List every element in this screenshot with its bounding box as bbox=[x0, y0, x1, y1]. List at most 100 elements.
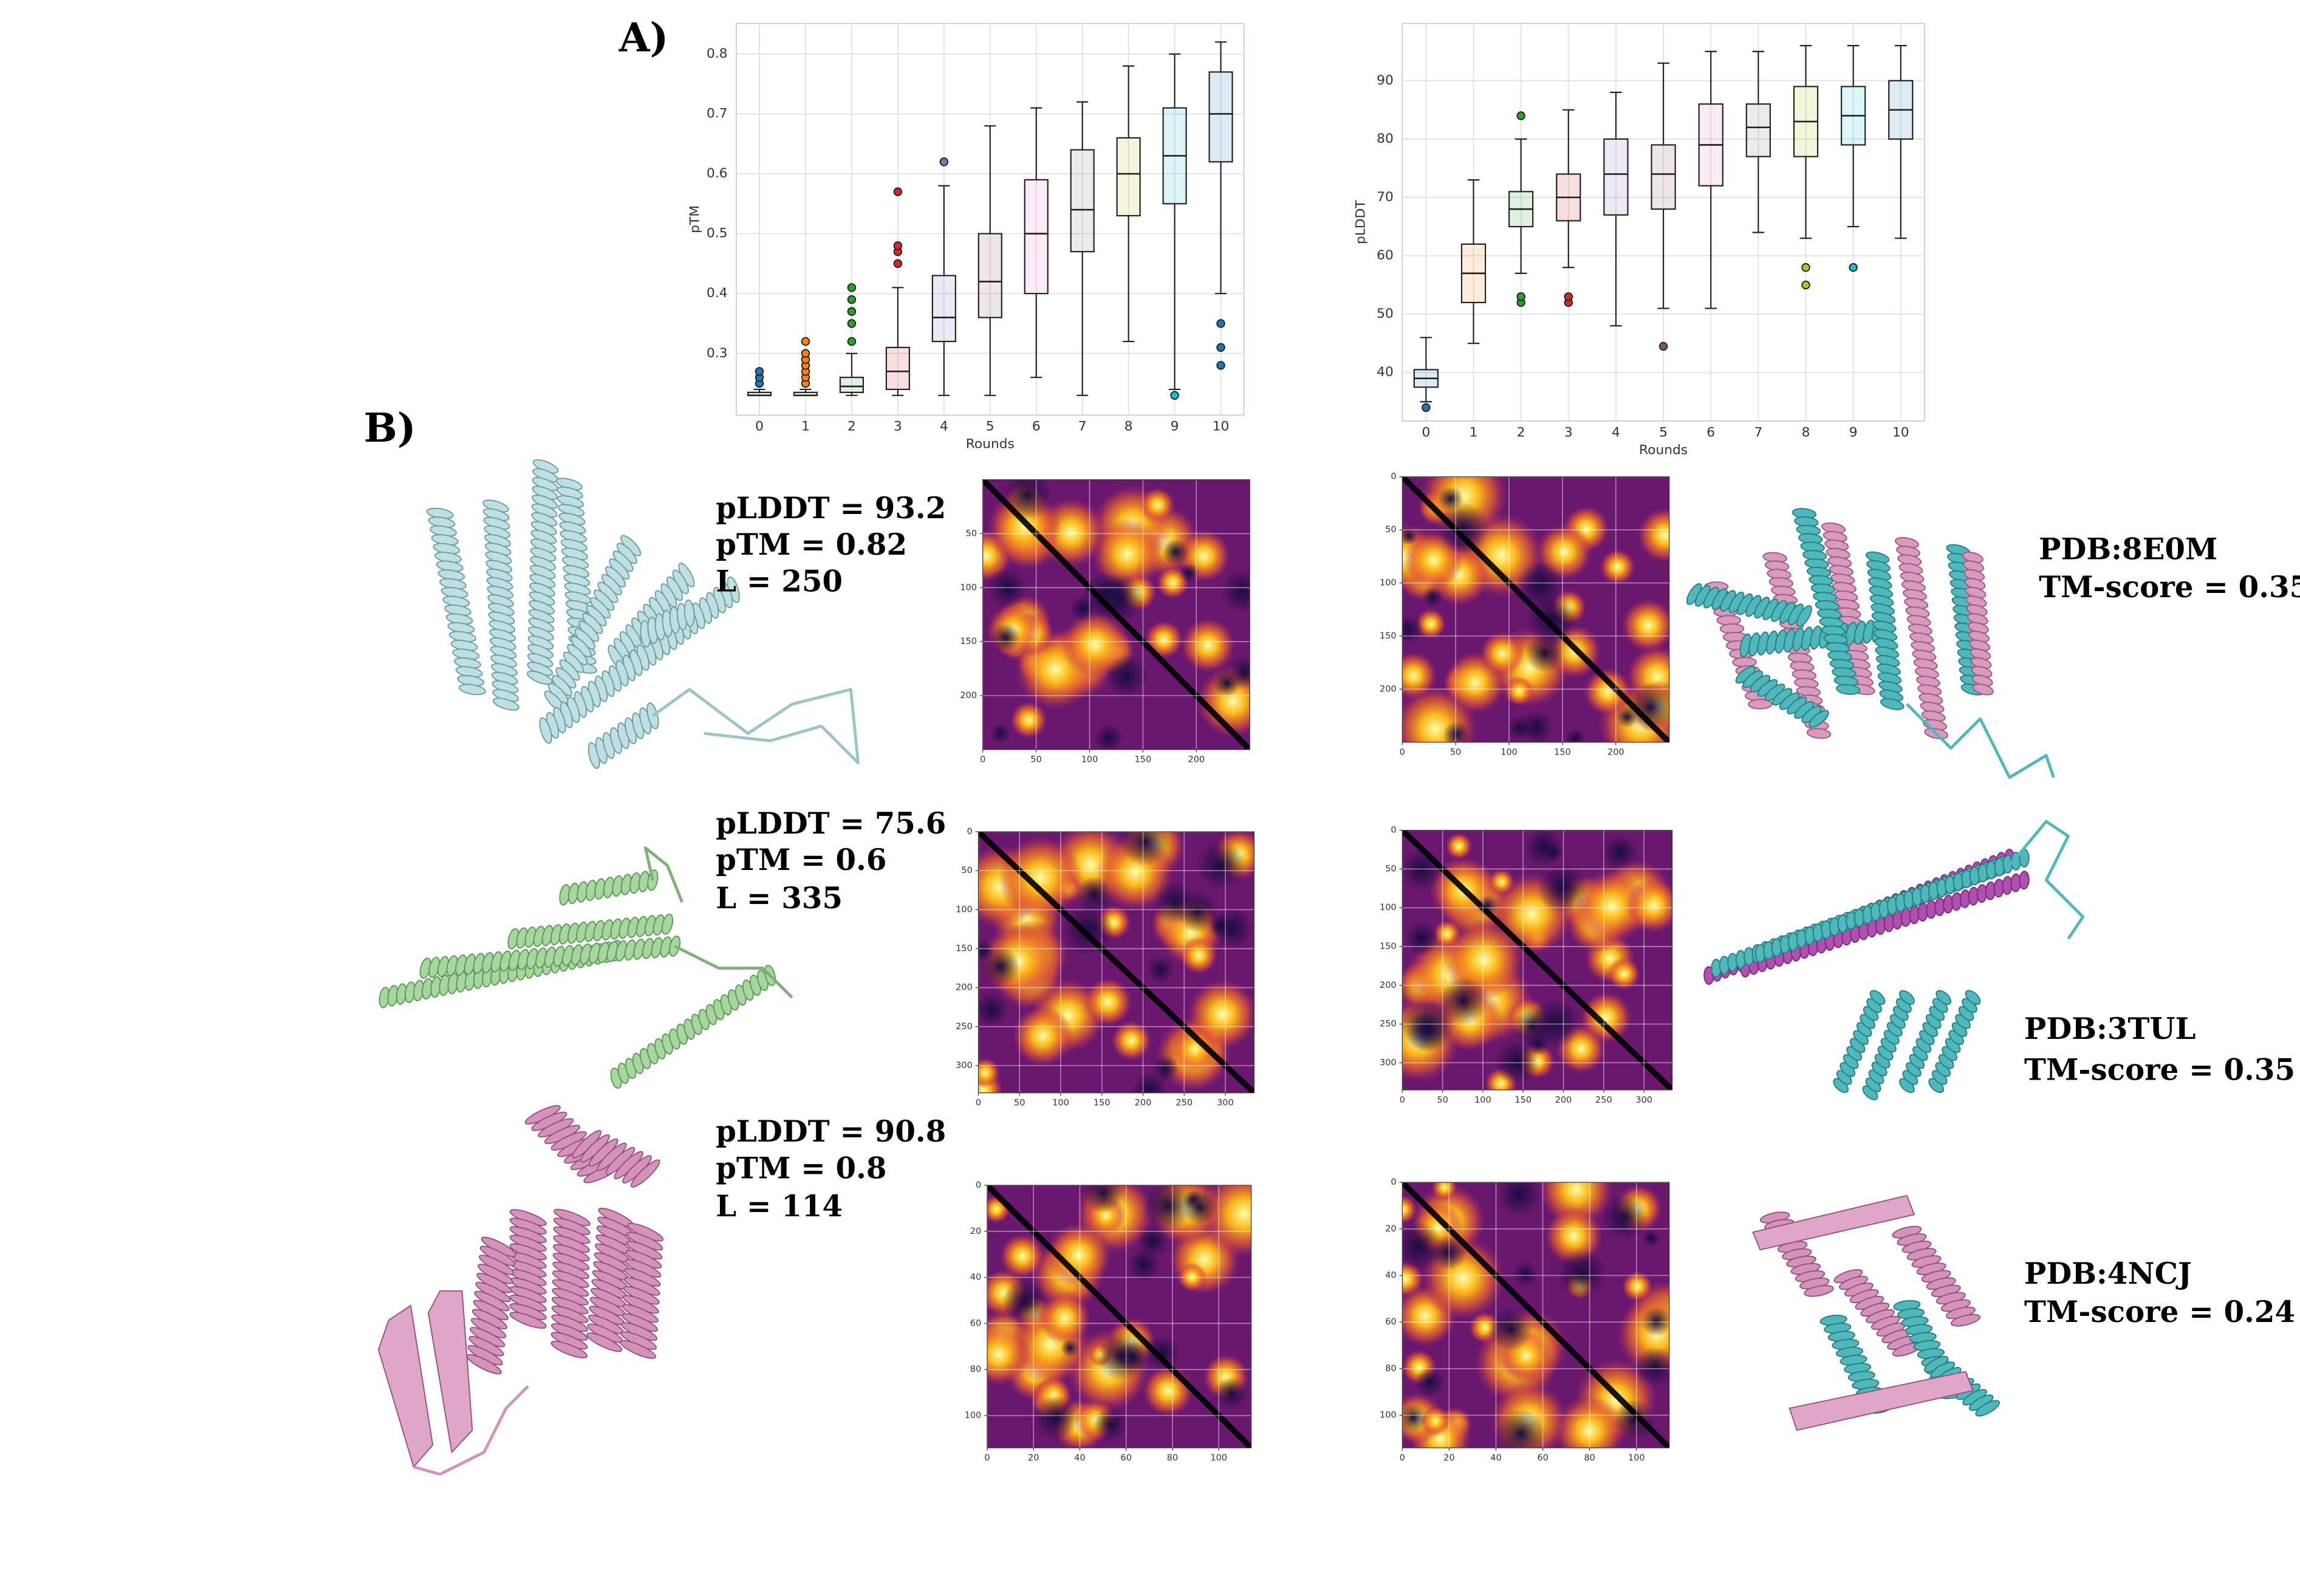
helix-turn bbox=[459, 683, 486, 696]
y-tick-label: 0 bbox=[976, 1180, 981, 1190]
outlier bbox=[801, 349, 810, 358]
heat-blob bbox=[987, 1194, 1011, 1224]
x-tick-label: 6 bbox=[1706, 425, 1715, 440]
y-tick-label: 60 bbox=[1385, 1317, 1396, 1327]
y-tick-label: 100 bbox=[1380, 578, 1397, 588]
y-tick-label: 200 bbox=[960, 691, 977, 700]
x-tick-label: 150 bbox=[1135, 755, 1152, 765]
box bbox=[931, 275, 956, 343]
heat-blob bbox=[1140, 487, 1176, 523]
panel-label: B) bbox=[364, 405, 416, 451]
x-axis-label: Rounds bbox=[1639, 442, 1688, 457]
outlier bbox=[1801, 280, 1810, 290]
y-tick-label: 50 bbox=[1377, 306, 1394, 321]
heatmap: 0 50 100 150 200 50 100 150 200 bbox=[960, 479, 1250, 765]
cold-blob bbox=[1564, 727, 1586, 742]
y-tick-label: 0 bbox=[1391, 472, 1396, 482]
y-tick-label: 50 bbox=[966, 529, 977, 538]
heatmap: 0 20 40 60 80 100 0 20 40 60 80 100 bbox=[1380, 1177, 1670, 1463]
cold-blob bbox=[1634, 1346, 1669, 1387]
heat-blob bbox=[1092, 518, 1163, 590]
outlier bbox=[801, 337, 810, 346]
heat-blob bbox=[1575, 869, 1649, 944]
heat-blob bbox=[1626, 877, 1672, 933]
outlier bbox=[755, 367, 764, 376]
helix-turn bbox=[1836, 683, 1861, 695]
y-tick-label: 50 bbox=[1385, 864, 1396, 874]
outlier bbox=[1170, 391, 1179, 400]
y-tick-label: 150 bbox=[1380, 942, 1397, 951]
heatmap: 0 50 100 150 200 250 300 0 50 100 150 200 250 300 bbox=[1380, 826, 1673, 1105]
x-tick-label: 300 bbox=[1217, 1098, 1234, 1108]
heat-blob bbox=[1600, 549, 1636, 585]
helix-turn bbox=[683, 599, 695, 627]
x-tick-label: 60 bbox=[1537, 1453, 1548, 1463]
heat-blob bbox=[1584, 668, 1632, 716]
helix-turn bbox=[1880, 698, 1905, 710]
heat-blob bbox=[1012, 1005, 1073, 1067]
x-tick-label: 0 bbox=[1400, 1095, 1405, 1105]
y-tick-label: 100 bbox=[960, 583, 977, 592]
x-tick-label: 8 bbox=[1802, 425, 1810, 440]
y-tick-label: 300 bbox=[956, 1061, 973, 1070]
cold-blob bbox=[1132, 1071, 1168, 1093]
cold-blob bbox=[1213, 669, 1241, 697]
x-tick-label: 150 bbox=[1554, 748, 1571, 758]
outlier bbox=[847, 295, 857, 304]
heatmap: 0 20 40 60 80 100 0 20 40 60 80 100 bbox=[965, 1180, 1252, 1463]
heatmap-cells bbox=[1402, 830, 1672, 1090]
y-tick-label: 40 bbox=[970, 1273, 981, 1283]
cold-blob bbox=[1402, 526, 1419, 546]
cold-blob bbox=[1443, 721, 1471, 742]
x-tick-label: 10 bbox=[1892, 425, 1909, 440]
y-tick-label: 100 bbox=[956, 905, 973, 914]
helix-turn bbox=[1950, 1313, 1980, 1327]
box bbox=[1603, 138, 1629, 216]
helix-turn bbox=[631, 1159, 660, 1188]
y-tick-label: 150 bbox=[956, 944, 973, 953]
heatmap-cells bbox=[1402, 476, 1669, 742]
y-tick-label: 0.5 bbox=[707, 226, 728, 241]
heatmap: 0 50 100 150 200 250 300 0 50 100 150 200 250 300 bbox=[956, 827, 1255, 1108]
outlier bbox=[1801, 263, 1810, 272]
beta-strand bbox=[1788, 1371, 1974, 1431]
x-tick-label: 7 bbox=[1754, 425, 1762, 440]
y-tick-label: 20 bbox=[970, 1227, 981, 1236]
cold-blob bbox=[1613, 1399, 1655, 1441]
x-tick-label: 200 bbox=[1188, 755, 1205, 765]
x-tick-label: 7 bbox=[1078, 419, 1087, 434]
outlier bbox=[893, 187, 903, 196]
box bbox=[839, 377, 864, 393]
outlier bbox=[847, 319, 857, 328]
heat-blob bbox=[1415, 608, 1446, 640]
x-tick-label: 2 bbox=[847, 419, 856, 434]
cold-blob bbox=[1096, 1331, 1146, 1382]
cold-blob bbox=[1537, 863, 1589, 914]
outlier bbox=[1216, 319, 1225, 328]
outlier bbox=[1516, 111, 1525, 120]
x-tick-label: 200 bbox=[1607, 748, 1624, 758]
cold-blob bbox=[1094, 723, 1124, 750]
beta-strand bbox=[1752, 1194, 1915, 1251]
box bbox=[1745, 103, 1771, 157]
heat-blob bbox=[1142, 1365, 1194, 1417]
y-tick-label: 200 bbox=[1380, 981, 1397, 990]
x-tick-label: 9 bbox=[1849, 425, 1858, 440]
diagonal bbox=[982, 479, 1250, 750]
cold-blob bbox=[1422, 587, 1443, 608]
y-tick-label: 20 bbox=[1385, 1224, 1396, 1234]
x-tick-label: 3 bbox=[1564, 425, 1573, 440]
x-tick-label: 1 bbox=[801, 419, 810, 434]
heat-blob bbox=[987, 1323, 1030, 1386]
y-tick-label: 100 bbox=[1380, 903, 1397, 913]
loop bbox=[652, 688, 860, 764]
cold-blob bbox=[1616, 706, 1638, 728]
helix-turn bbox=[1809, 710, 1829, 728]
helix-turn bbox=[509, 1312, 547, 1329]
cold-blob bbox=[1431, 1235, 1467, 1270]
cold-blob bbox=[1094, 572, 1145, 624]
y-tick-label: 0.3 bbox=[707, 346, 728, 361]
model-stat: pTM = 0.6 bbox=[716, 843, 886, 877]
heatmap-frame bbox=[1402, 830, 1673, 1091]
heatmap-cells bbox=[982, 479, 1250, 750]
